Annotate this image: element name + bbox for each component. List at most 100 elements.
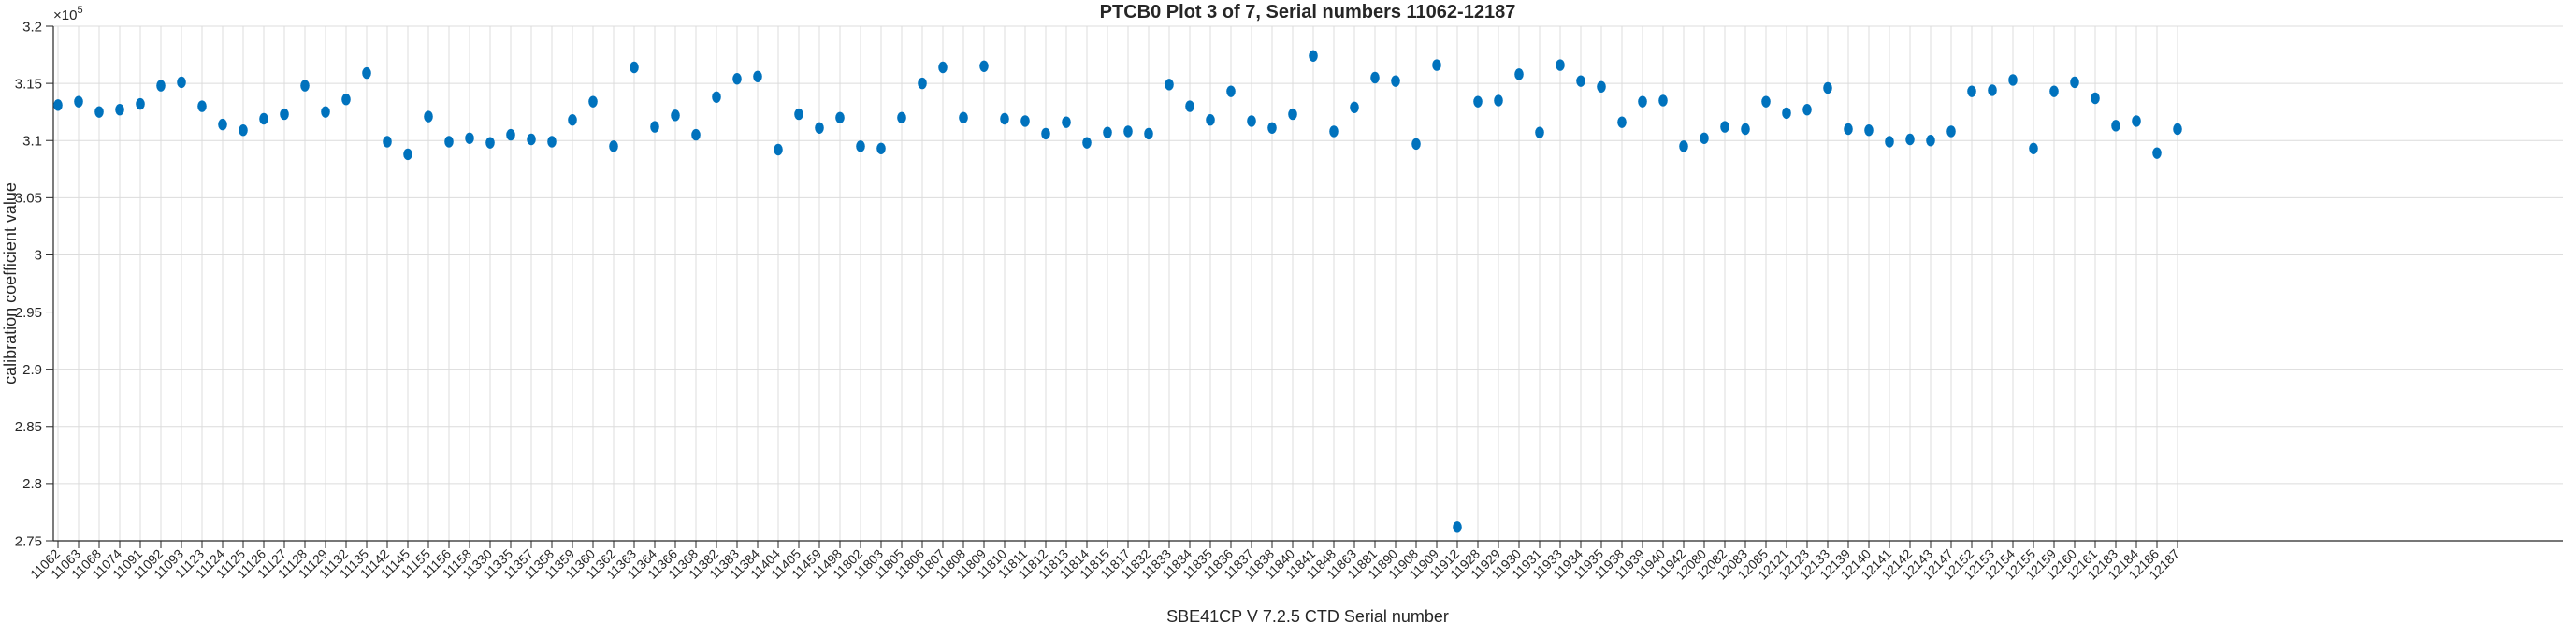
data-point xyxy=(1638,95,1647,108)
data-points xyxy=(53,50,2182,533)
data-point xyxy=(876,142,886,154)
data-point xyxy=(1432,59,1441,71)
x-tick-labels: 1106211063110681107411091110921109311123… xyxy=(27,546,2182,583)
y-axis-exponent: ×105 xyxy=(53,5,83,23)
y-tick-label: 3.05 xyxy=(15,191,42,207)
data-point xyxy=(856,140,865,152)
data-point xyxy=(1658,94,1668,107)
data-point xyxy=(2008,74,2018,86)
data-point xyxy=(1864,124,1874,137)
data-point xyxy=(1885,136,1894,148)
data-point xyxy=(568,114,577,126)
data-point xyxy=(1576,75,1585,87)
data-point xyxy=(444,136,454,148)
data-point xyxy=(115,104,124,116)
y-tick-label: 2.75 xyxy=(15,533,42,549)
tick-marks xyxy=(46,25,2178,548)
data-point xyxy=(2029,142,2038,154)
data-point xyxy=(979,60,989,72)
chart-title: PTCB0 Plot 3 of 7, Serial numbers 11062-… xyxy=(1100,2,1516,22)
y-tick-label: 3.2 xyxy=(22,19,42,35)
data-point xyxy=(383,136,392,148)
data-point xyxy=(1370,71,1380,84)
data-point xyxy=(1309,50,1318,62)
data-point xyxy=(1741,123,1750,136)
data-point xyxy=(1206,114,1215,126)
data-point xyxy=(1103,126,1112,138)
data-point xyxy=(2070,76,2079,89)
data-point xyxy=(1700,132,1709,144)
data-point xyxy=(1041,127,1050,140)
data-point xyxy=(1679,140,1688,152)
data-point xyxy=(1823,81,1832,94)
data-point xyxy=(609,140,618,152)
data-point xyxy=(1411,138,1421,151)
data-point xyxy=(197,100,207,112)
data-point xyxy=(1782,107,1791,120)
data-point xyxy=(259,112,268,125)
data-point xyxy=(1185,100,1194,112)
data-point xyxy=(1494,94,1503,107)
data-point xyxy=(74,95,83,108)
data-point xyxy=(1288,108,1297,121)
data-point xyxy=(1020,115,1030,127)
data-point xyxy=(156,80,166,92)
data-point xyxy=(671,109,680,122)
data-point xyxy=(1597,80,1606,93)
data-point xyxy=(1391,75,1400,87)
data-point xyxy=(280,108,289,121)
data-point xyxy=(1144,127,1153,140)
data-point xyxy=(938,61,948,74)
data-point xyxy=(1267,122,1277,134)
data-point xyxy=(547,136,557,148)
data-point xyxy=(918,77,927,90)
data-point xyxy=(362,66,371,80)
data-point xyxy=(1000,112,1009,125)
data-point xyxy=(815,122,824,134)
data-point xyxy=(1988,84,1997,96)
data-point xyxy=(1165,79,1174,91)
y-tick-labels: 2.75 2.8 2.85 2.9 2.95 3 3.05 3.1 3.15 3.2 xyxy=(15,19,42,549)
data-point xyxy=(1761,95,1771,108)
y-tick-label: 2.95 xyxy=(15,305,42,321)
y-tick-label: 2.85 xyxy=(15,419,42,435)
data-point xyxy=(1226,85,1236,97)
data-point xyxy=(94,106,104,118)
y-tick-label: 3 xyxy=(35,248,42,264)
data-point xyxy=(753,70,762,82)
data-point xyxy=(1720,121,1729,133)
data-point xyxy=(1844,123,1853,136)
data-point xyxy=(774,143,783,156)
data-point xyxy=(424,110,433,123)
data-point xyxy=(1329,125,1339,138)
data-point xyxy=(218,118,227,131)
axes xyxy=(52,26,2563,542)
data-point xyxy=(1802,104,1812,116)
data-point xyxy=(403,148,412,161)
data-point xyxy=(1556,59,1565,71)
data-point xyxy=(794,108,803,121)
data-point xyxy=(239,124,248,137)
data-point xyxy=(1123,125,1133,138)
data-point xyxy=(2091,92,2100,105)
data-point xyxy=(959,111,968,123)
data-point xyxy=(53,99,63,111)
data-point xyxy=(2152,147,2162,159)
data-point xyxy=(1453,521,1462,533)
data-point xyxy=(341,94,351,106)
data-point xyxy=(300,80,310,92)
data-point xyxy=(485,137,495,149)
y-tick-label: 2.8 xyxy=(22,476,42,492)
data-point xyxy=(1926,135,1935,147)
data-point xyxy=(2132,115,2141,127)
data-point xyxy=(588,95,598,108)
data-point xyxy=(2173,123,2182,136)
data-point xyxy=(1967,85,1976,97)
data-point xyxy=(1062,116,1071,128)
data-point xyxy=(1350,101,1359,113)
data-point xyxy=(321,106,330,118)
data-point xyxy=(506,128,515,141)
data-point xyxy=(2049,85,2059,97)
